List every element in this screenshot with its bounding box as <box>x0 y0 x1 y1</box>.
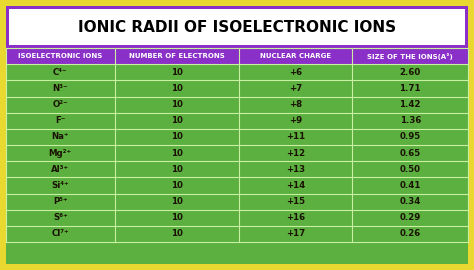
Text: 1.71: 1.71 <box>400 84 421 93</box>
Text: Na⁺: Na⁺ <box>52 132 69 141</box>
Text: +9: +9 <box>289 116 302 125</box>
Text: 10: 10 <box>171 100 183 109</box>
Text: 0.95: 0.95 <box>400 132 421 141</box>
Text: P⁵⁺: P⁵⁺ <box>53 197 68 206</box>
Text: IONIC RADII OF ISOELECTRONIC IONS: IONIC RADII OF ISOELECTRONIC IONS <box>78 19 396 35</box>
Text: 0.65: 0.65 <box>400 148 421 158</box>
Bar <box>6 194 468 210</box>
Bar <box>6 145 468 161</box>
Text: +12: +12 <box>286 148 305 158</box>
Text: 2.60: 2.60 <box>400 68 421 77</box>
Text: 10: 10 <box>171 181 183 190</box>
Bar <box>6 80 468 96</box>
Text: O²⁻: O²⁻ <box>53 100 68 109</box>
Text: 10: 10 <box>171 148 183 158</box>
Text: +13: +13 <box>286 165 305 174</box>
Bar <box>9 9 465 45</box>
Text: SIZE OF THE IONS(A°): SIZE OF THE IONS(A°) <box>367 53 453 60</box>
Text: 10: 10 <box>171 230 183 238</box>
Text: +7: +7 <box>289 84 302 93</box>
Bar <box>6 226 468 242</box>
Text: C⁴⁻: C⁴⁻ <box>53 68 67 77</box>
Bar <box>6 96 468 113</box>
Text: 10: 10 <box>171 213 183 222</box>
Text: Si⁴⁺: Si⁴⁺ <box>52 181 69 190</box>
Text: 10: 10 <box>171 68 183 77</box>
Text: 0.34: 0.34 <box>400 197 421 206</box>
Bar <box>6 48 468 64</box>
Text: +16: +16 <box>286 213 305 222</box>
Text: 10: 10 <box>171 165 183 174</box>
Text: 10: 10 <box>171 116 183 125</box>
Text: NUCLEAR CHARGE: NUCLEAR CHARGE <box>260 53 331 59</box>
Text: Mg²⁺: Mg²⁺ <box>49 148 72 158</box>
Text: 10: 10 <box>171 84 183 93</box>
Text: +11: +11 <box>286 132 305 141</box>
Text: 1.36: 1.36 <box>400 116 421 125</box>
Bar <box>6 64 468 80</box>
Text: Al³⁺: Al³⁺ <box>51 165 69 174</box>
Text: 0.26: 0.26 <box>400 230 421 238</box>
Bar <box>6 177 468 194</box>
Text: 10: 10 <box>171 132 183 141</box>
Bar <box>6 6 468 48</box>
Text: ISOELECTRONIC IONS: ISOELECTRONIC IONS <box>18 53 102 59</box>
Text: 10: 10 <box>171 197 183 206</box>
Text: +17: +17 <box>286 230 306 238</box>
Text: F⁻: F⁻ <box>55 116 65 125</box>
Text: 0.29: 0.29 <box>400 213 421 222</box>
Text: Cl⁷⁺: Cl⁷⁺ <box>52 230 69 238</box>
Text: 0.41: 0.41 <box>400 181 421 190</box>
Text: 0.50: 0.50 <box>400 165 421 174</box>
Bar <box>6 161 468 177</box>
Text: S⁶⁺: S⁶⁺ <box>53 213 68 222</box>
Text: NUMBER OF ELECTRONS: NUMBER OF ELECTRONS <box>129 53 225 59</box>
Text: +14: +14 <box>286 181 306 190</box>
Bar <box>6 129 468 145</box>
Text: +6: +6 <box>289 68 302 77</box>
Bar <box>6 210 468 226</box>
Text: +8: +8 <box>289 100 302 109</box>
Text: +15: +15 <box>286 197 305 206</box>
Text: N³⁻: N³⁻ <box>53 84 68 93</box>
Text: 1.42: 1.42 <box>400 100 421 109</box>
Bar <box>6 113 468 129</box>
